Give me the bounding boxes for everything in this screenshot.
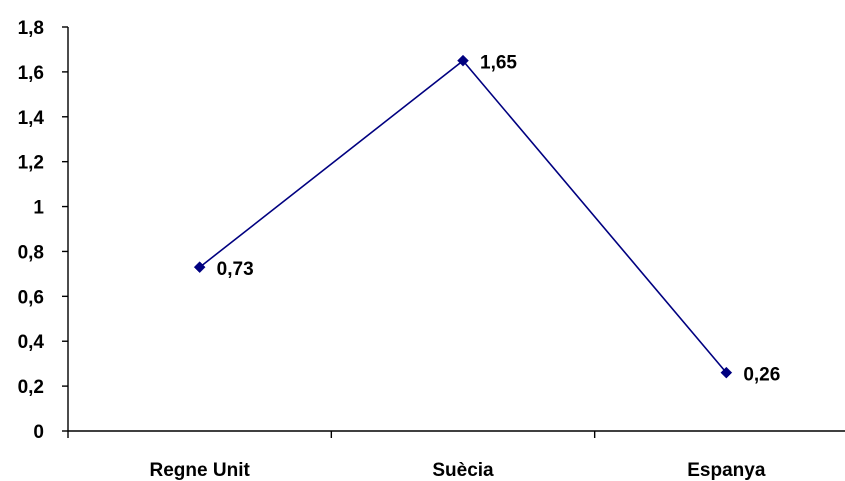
data-value-label: 1,65	[480, 53, 517, 74]
series-line	[199, 59, 727, 374]
y-axis: 0 0,2 0,4 0,6 0,8 1 1,2 1,4 1,6 1,8	[18, 18, 69, 443]
y-tick-label: 1,8	[18, 18, 44, 39]
series-layer	[193, 54, 733, 379]
y-tick-label: 0,8	[18, 242, 44, 263]
x-category-label: Suècia	[432, 460, 494, 481]
y-tick-label: 0,2	[18, 377, 44, 398]
data-point-marker	[457, 54, 469, 67]
x-category-label: Regne Unit	[150, 460, 251, 481]
y-tick-label: 0,4	[18, 332, 45, 353]
data-labels: 0,73 1,65 0,26	[217, 53, 781, 386]
y-tick-label: 0	[33, 422, 44, 443]
x-category-label: Espanya	[687, 460, 766, 481]
y-tick-label: 1,6	[18, 63, 44, 84]
data-point-marker	[193, 261, 206, 274]
data-value-label: 0,26	[743, 365, 780, 386]
data-point-marker	[720, 366, 733, 379]
y-tick-label: 1	[33, 198, 44, 219]
y-tick-label: 0,6	[18, 287, 44, 308]
x-axis: Regne Unit Suècia Espanya	[67, 430, 845, 481]
y-tick-label: 1,4	[18, 108, 45, 129]
y-tick-label: 1,2	[18, 153, 44, 174]
data-value-label: 0,73	[217, 259, 254, 280]
